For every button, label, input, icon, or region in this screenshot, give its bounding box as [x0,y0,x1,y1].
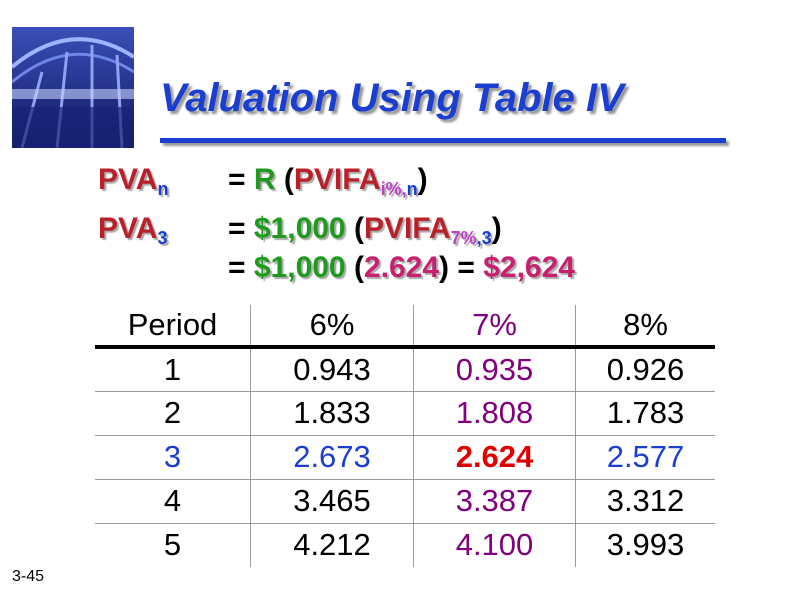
table-cell: 2 [163,395,182,430]
formula-part: PVIFA [363,212,451,245]
table-cell: 4.100 [413,523,576,567]
formula-part: ) [491,212,502,245]
table-cell: 3 [163,439,182,474]
table-row: 2 1.833 1.808 1.783 [95,391,715,435]
table-cell: 2.673 [250,435,414,479]
table-cell: 3.312 [575,479,715,523]
formula-part: = [228,163,254,196]
slide-title: Valuation Using Table IV [160,76,624,120]
table-cell: 0.926 [575,347,715,391]
formula-part: 2.624 [363,251,440,284]
bridge-picture [12,27,134,148]
formula-part: PVA [98,212,158,245]
formula-rhs: = $1,000 (PVIFA7%,3) [228,212,502,249]
formula-part: $1,000 [253,212,346,245]
formula-label: PVAn [98,163,168,200]
formula-part: ,3 [476,228,492,248]
formula-part: ( [345,251,364,284]
table-cell: 5 [163,527,182,563]
formula-part: = [228,212,254,245]
table-cell: 2.577 [575,435,715,479]
table-cell: Period [127,307,218,342]
table-row: 4 3.465 3.387 3.312 [95,479,715,523]
pvifa-table: Period 6% 7% 8% 1 0.943 0.935 0.926 2 1.833 1.808 1… [95,305,715,567]
table-cell: 1 [163,351,182,387]
formula-part: i%, [380,179,407,199]
formula-part: PVA [98,163,158,196]
formula-label: PVA3 [98,212,167,249]
table-cell: 1.783 [575,391,715,435]
formula-part: ) [417,163,428,196]
table-cell: 8% [575,305,715,347]
formula-part: R [253,163,276,196]
formula-part: 3 [157,228,168,248]
slide-number: 3-45 [12,568,45,585]
formula-part: $2,624 [483,251,575,284]
formula-part: n [406,179,418,199]
table-cell: 4 [163,483,182,518]
table-cell: 0.943 [250,347,414,391]
formula-part: PVIFA [293,163,381,196]
table-cell: 3.387 [413,479,576,523]
table-cell: 3.993 [575,523,715,567]
table-row: 3 2.673 2.624 2.577 [95,435,715,479]
table-row: 5 4.212 4.100 3.993 [95,523,715,567]
formula-part: ( [275,163,294,196]
table-cell: 1.808 [413,391,576,435]
table-row: 1 0.943 0.935 0.926 [95,347,715,391]
formula-part: = [228,251,254,284]
formula-rhs: = $1,000 (2.624) = $2,624 [228,251,575,285]
formula-part: 7% [450,228,477,248]
table-cell: 4.212 [250,523,414,567]
table-cell: 7% [413,305,576,347]
title-rule [160,138,726,143]
formula-part: ( [345,212,364,245]
formula-part: $1,000 [253,251,346,284]
table-cell: 6% [250,305,414,347]
formula-part: ) = [439,251,484,284]
table-cell: 3.465 [250,479,414,523]
table-cell: 1.833 [250,391,414,435]
table-cell: 2.624 [413,435,576,479]
table-cell: 0.935 [413,347,576,391]
formula-part: n [157,179,169,199]
formula-rhs: = R (PVIFAi%,n) [228,163,428,200]
header-row: Period 6% 7% 8% [95,305,715,347]
